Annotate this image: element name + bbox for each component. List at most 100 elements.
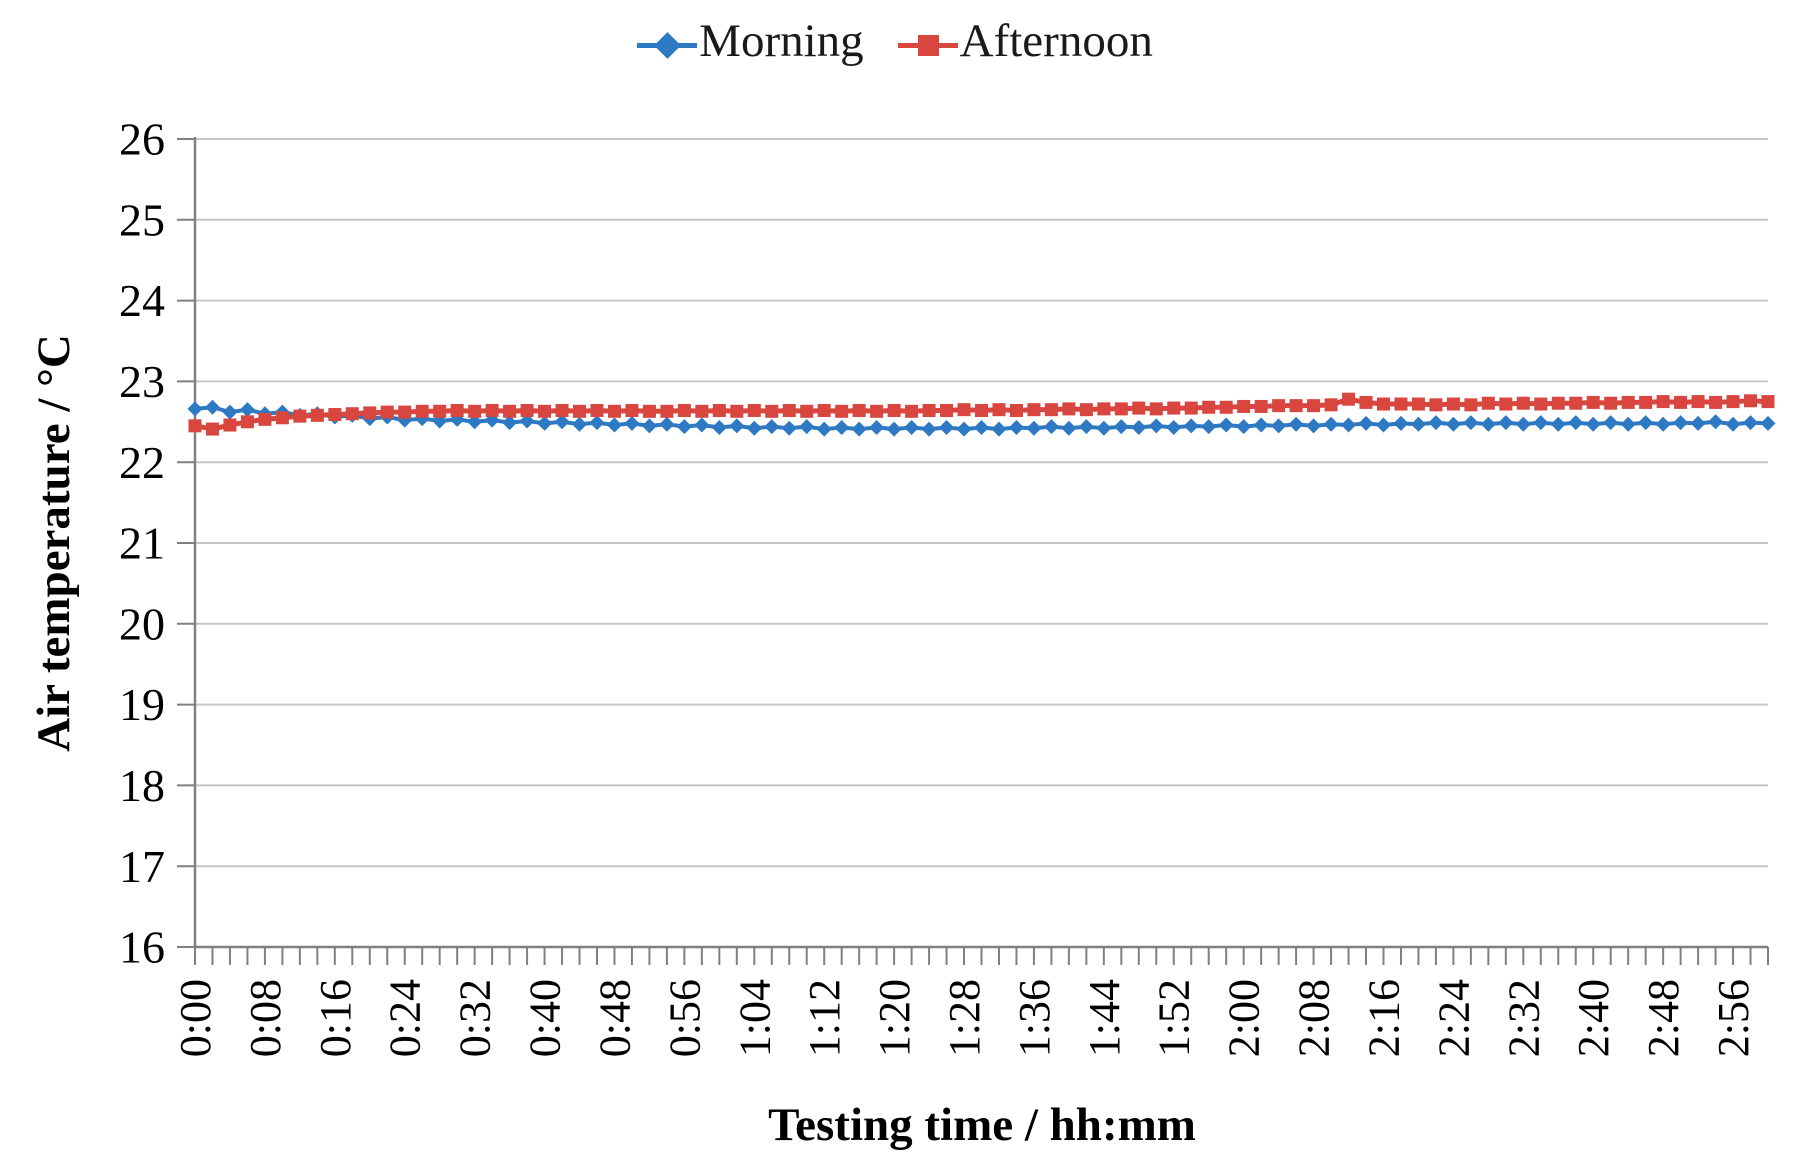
x-tick-label: 1:36 [1010,979,1059,1057]
x-tick-label: 2:16 [1359,979,1408,1057]
diamond-marker [1236,419,1252,435]
square-marker [625,403,639,417]
square-marker [1307,399,1321,413]
diamond-marker [764,419,780,435]
square-marker [1376,397,1390,411]
y-tick-label: 19 [119,679,165,730]
diamond-marker [974,419,989,435]
diamond-marker [869,419,885,435]
square-marker [1219,400,1233,414]
diamond-marker [904,419,920,435]
x-tick-label: 0:32 [451,979,500,1057]
diamond-marker [1568,415,1584,431]
x-tick-label: 2:48 [1639,979,1688,1057]
square-marker [1481,396,1495,410]
diamond-marker [537,415,553,431]
square-marker [922,403,936,417]
square-marker [1289,399,1303,413]
square-marker [1009,403,1023,417]
square-marker [1062,402,1076,416]
x-tick-label: 0:40 [521,979,570,1057]
square-marker [1534,397,1548,411]
diamond-marker [1323,416,1339,432]
diamond-marker [1271,418,1287,434]
diamond-marker [519,413,535,429]
square-marker [1569,396,1583,410]
diamond-marker [1148,418,1164,434]
diamond-marker [1096,420,1112,436]
square-marker [1394,397,1408,411]
diamond-marker [467,414,483,430]
square-marker [1342,392,1356,406]
square-marker [415,404,429,418]
y-tick-label: 20 [119,598,165,649]
y-tick-label: 26 [119,114,165,165]
diamond-marker [1113,419,1129,435]
square-marker [1411,397,1425,411]
diamond-marker [1166,419,1182,435]
diamond-marker [1341,417,1357,433]
square-marker [835,404,849,418]
square-marker [992,403,1006,417]
diamond-marker [1445,416,1461,432]
x-tick-label: 2:32 [1499,979,1548,1057]
square-marker [1761,395,1775,409]
square-marker [1429,398,1443,412]
x-tick-label: 0:08 [241,979,290,1057]
square-marker [345,407,359,421]
square-marker [1691,395,1705,409]
square-marker [590,403,604,417]
diamond-marker [1638,415,1654,431]
diamond-marker [1043,419,1059,435]
square-marker [1744,394,1758,408]
afternoon-square-swatch [917,34,939,56]
afternoon-square-marker-icon [897,30,958,60]
diamond-marker [1201,419,1217,435]
y-tick-label: 21 [119,518,165,569]
square-marker [852,403,866,417]
square-marker [887,403,901,417]
y-tick-label: 17 [119,841,165,892]
square-marker [485,403,499,417]
x-tick-label: 2:56 [1709,979,1758,1057]
diamond-marker [939,419,955,435]
diamond-marker [834,419,850,435]
x-tick-label: 2:08 [1290,979,1339,1057]
x-tick-label: 1:52 [1150,979,1199,1057]
square-marker [607,404,621,418]
x-tick-label: 0:56 [660,979,709,1057]
diamond-marker [239,402,255,418]
diamond-marker [799,419,815,435]
diamond-marker [1690,415,1706,431]
diamond-marker [641,418,657,434]
diamond-marker [1515,416,1531,432]
diamond-marker [1358,415,1374,431]
diamond-marker [1306,418,1322,434]
diamond-marker [1498,415,1514,431]
diamond-marker [729,418,745,434]
diamond-marker [1288,416,1304,432]
y-tick-label: 23 [119,356,165,407]
diamond-marker [1026,420,1042,436]
y-tick-label: 16 [119,922,165,973]
diamond-marker [1375,417,1391,433]
diamond-marker [222,404,238,420]
square-marker [1621,395,1635,409]
square-marker [1551,396,1565,410]
diamond-marker [991,421,1007,437]
diamond-marker [1410,416,1426,432]
series-markers-afternoon [188,392,1775,436]
square-marker [1184,401,1198,415]
diamond-marker [886,421,902,437]
square-marker [1324,398,1338,412]
square-marker [450,403,464,417]
square-marker [1079,403,1093,417]
square-marker [642,404,656,418]
diamond-marker [1603,415,1619,431]
square-marker [1586,395,1600,409]
diamond-marker [204,399,220,415]
diamond-marker [1585,416,1601,432]
square-marker [677,403,691,417]
diamond-marker [502,415,518,431]
